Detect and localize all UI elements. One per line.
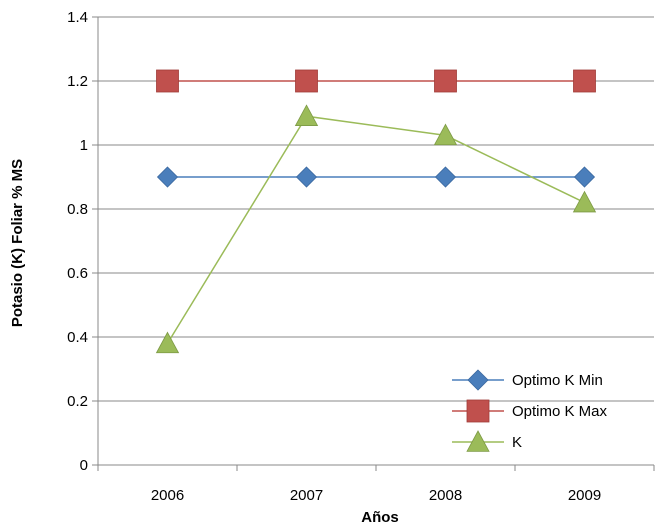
y-tick-label: 0.2 [67,393,88,410]
x-tick-label: 2008 [429,487,462,504]
x-tick-label: 2009 [568,487,601,504]
series-2 [155,104,597,354]
axes [92,16,655,471]
series-line [166,115,585,344]
y-tick-label: 0.4 [67,329,88,346]
data-point [572,190,597,213]
legend-marker [467,369,489,391]
data-point [573,69,596,93]
y-tick-label: 1 [80,137,88,154]
legend-item: K [452,430,522,452]
data-point [573,166,596,188]
gridlines [98,16,654,402]
x-axis-title: Años [361,509,399,526]
x-tick-label: 2006 [151,487,184,504]
data-point [434,166,457,188]
legend: Optimo K Min Optimo K Max K [452,369,608,452]
x-tick-labels: 2006 2007 2008 2009 [151,487,601,504]
y-tick-label: 0.6 [67,265,88,282]
y-axis-title: Potasio (K) Foliar % MS [9,159,26,327]
x-tick-label: 2007 [290,487,323,504]
y-tick-labels: 0 0.2 0.4 0.6 0.8 1 1.2 1.4 [67,9,88,474]
data-point [156,69,179,93]
data-point [294,104,319,126]
data-point [156,166,179,188]
data-point [433,123,458,146]
legend-item: Optimo K Max [452,399,608,423]
legend-label: K [512,434,522,451]
series-1 [156,69,596,93]
legend-marker [466,430,490,452]
legend-label: Optimo K Min [512,372,603,389]
legend-item: Optimo K Min [452,369,603,391]
y-tick-label: 0 [80,457,88,474]
legend-label: Optimo K Max [512,403,608,420]
data-point [155,331,180,354]
y-tick-label: 0.8 [67,201,88,218]
data-point [434,69,457,93]
legend-marker [466,399,490,423]
y-tick-label: 1.2 [67,73,88,90]
series-0 [156,166,596,188]
y-tick-label: 1.4 [67,9,88,26]
data-point [295,69,318,93]
data-point [295,166,318,188]
series-layer [155,69,597,354]
